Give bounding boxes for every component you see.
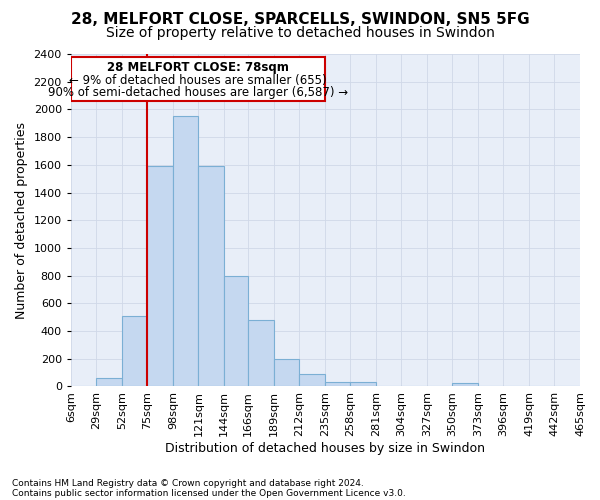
Text: 90% of semi-detached houses are larger (6,587) →: 90% of semi-detached houses are larger (… bbox=[48, 86, 348, 100]
Text: 28 MELFORT CLOSE: 78sqm: 28 MELFORT CLOSE: 78sqm bbox=[107, 61, 289, 74]
Bar bbox=[274, 360, 299, 386]
Bar bbox=[173, 116, 199, 386]
X-axis label: Distribution of detached houses by size in Swindon: Distribution of detached houses by size … bbox=[166, 442, 485, 455]
Bar bbox=[122, 316, 148, 386]
Bar bbox=[224, 276, 248, 386]
Text: ← 9% of detached houses are smaller (655): ← 9% of detached houses are smaller (655… bbox=[69, 74, 326, 86]
Text: Size of property relative to detached houses in Swindon: Size of property relative to detached ho… bbox=[106, 26, 494, 40]
Bar bbox=[299, 374, 325, 386]
Bar bbox=[199, 166, 224, 386]
Y-axis label: Number of detached properties: Number of detached properties bbox=[15, 122, 28, 318]
Bar bbox=[71, 57, 325, 101]
Bar bbox=[350, 382, 376, 386]
Bar bbox=[325, 382, 350, 386]
Bar bbox=[248, 320, 274, 386]
Bar bbox=[148, 166, 173, 386]
Text: Contains HM Land Registry data © Crown copyright and database right 2024.: Contains HM Land Registry data © Crown c… bbox=[12, 478, 364, 488]
Text: 28, MELFORT CLOSE, SPARCELLS, SWINDON, SN5 5FG: 28, MELFORT CLOSE, SPARCELLS, SWINDON, S… bbox=[71, 12, 529, 28]
Bar bbox=[97, 378, 122, 386]
Bar bbox=[452, 383, 478, 386]
Text: Contains public sector information licensed under the Open Government Licence v3: Contains public sector information licen… bbox=[12, 488, 406, 498]
